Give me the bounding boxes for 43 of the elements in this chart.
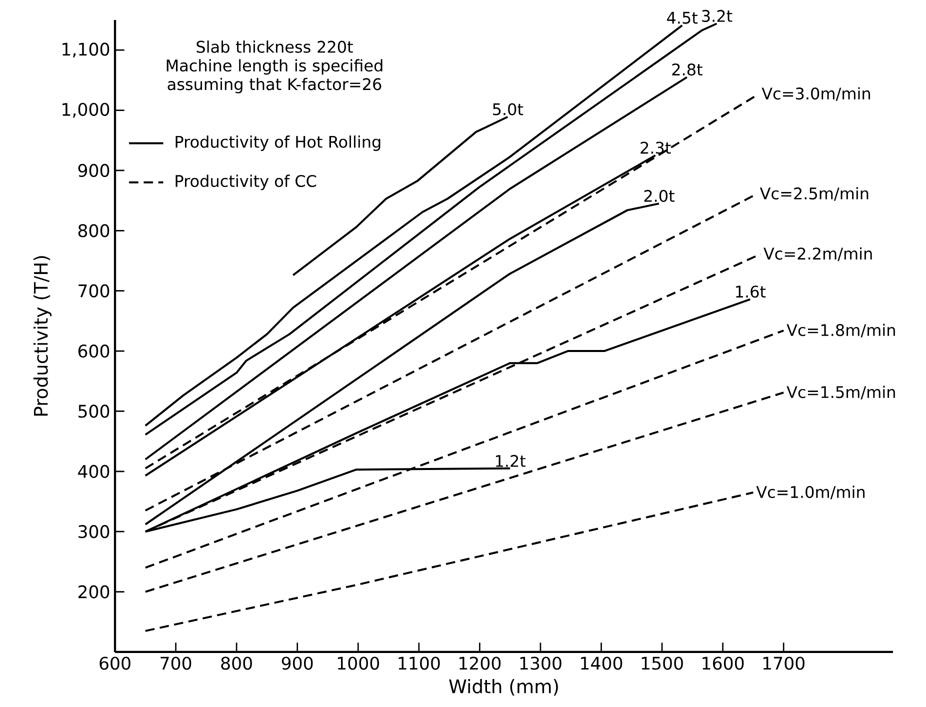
y-tick-label: 200 xyxy=(78,585,110,598)
series-label: Vc=2.5m/min xyxy=(760,187,868,201)
x-tick-label: 1700 xyxy=(763,656,804,670)
x-tick-label: 1600 xyxy=(702,656,744,670)
y-tick-label: 400 xyxy=(78,464,110,478)
y-tick-label: 1,100 xyxy=(62,42,110,58)
x-tick-label: 1400 xyxy=(581,656,622,670)
x-axis-title: Width (mm) xyxy=(449,678,558,696)
y-tick-label: 800 xyxy=(78,224,110,238)
annotation: Productivity of Hot Rolling xyxy=(176,136,380,151)
y-tick-label: 700 xyxy=(78,284,110,298)
series-label: 1.6t xyxy=(736,286,766,298)
x-tick-label: 1000 xyxy=(338,656,380,670)
y-tick-label: 1,000 xyxy=(62,102,110,118)
series-label: 2.3t xyxy=(640,142,671,154)
series-label: 3.2t xyxy=(702,10,732,22)
series-label: Vc=1.5m/min xyxy=(786,386,895,400)
text: Slab thickness 220t xyxy=(196,40,353,53)
series-label: Vc=2.2m/min xyxy=(764,247,872,261)
x-tick-label: 1200 xyxy=(460,656,501,670)
series-label: 1.2t xyxy=(496,454,526,467)
series-label: 4.5t xyxy=(667,12,698,24)
x-tick-label: 700 xyxy=(160,656,192,670)
y-tick-label: 300 xyxy=(78,525,110,538)
y-tick-label: 900 xyxy=(78,164,110,178)
series-label: 5.0t xyxy=(493,103,524,116)
y-axis-title: Productivity (T/H) xyxy=(33,256,52,416)
x-tick-label: 800 xyxy=(221,656,252,670)
text: Machine length is specified assuming that K-factor=26 xyxy=(166,59,382,94)
series-label: Vc=1.0m/min xyxy=(756,486,865,500)
series-label: Vc=3.0m/min xyxy=(762,87,870,101)
x-tick-label: 600 xyxy=(100,656,130,670)
x-tick-label: 1100 xyxy=(398,656,440,670)
x-tick-label: 1500 xyxy=(642,656,683,670)
x-tick-label: 1300 xyxy=(520,656,562,670)
line-series xyxy=(292,116,509,276)
y-tick-label: 600 xyxy=(78,344,110,358)
series-label: 2.8t xyxy=(672,63,702,76)
x-tick-label: 900 xyxy=(282,656,313,670)
y-tick-label: 500 xyxy=(78,404,110,418)
series-label: Vc=1.8m/min xyxy=(786,324,895,338)
series-label: 2.0t xyxy=(644,190,674,202)
annotation: Productivity of CC xyxy=(176,174,316,190)
